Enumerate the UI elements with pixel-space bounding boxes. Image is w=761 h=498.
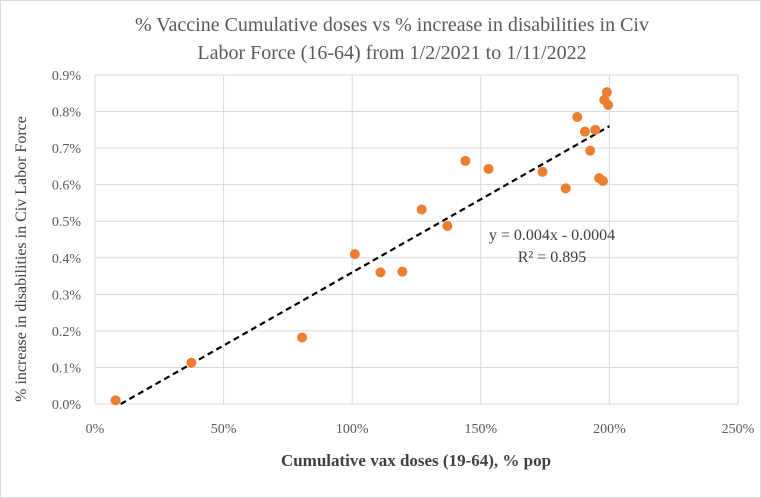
data-point — [349, 249, 360, 260]
x-tick-label: 0% — [86, 422, 105, 437]
x-tick-label: 250% — [722, 422, 755, 437]
y-tick-label: 0.0% — [52, 398, 82, 413]
x-tick-label: 100% — [336, 422, 369, 437]
y-tick-label: 0.4% — [52, 252, 82, 267]
y-tick-label: 0.6% — [52, 179, 82, 194]
data-point — [585, 145, 596, 156]
y-tick-label: 0.2% — [52, 325, 82, 340]
trendline-group — [120, 125, 610, 405]
data-point — [590, 124, 601, 135]
x-tick-label: 150% — [464, 422, 497, 437]
data-point — [601, 87, 612, 98]
chart-title-line-2: Labor Force (16-64) from 1/2/2021 to 1/1… — [197, 42, 586, 64]
data-point — [375, 267, 386, 278]
data-point — [110, 395, 121, 406]
y-tick-label: 0.3% — [52, 288, 82, 303]
data-point — [483, 163, 494, 174]
x-tick-label: 50% — [211, 422, 237, 437]
y-tick-label: 0.5% — [52, 215, 82, 230]
y-tick-label: 0.7% — [52, 142, 82, 157]
data-points — [110, 87, 614, 406]
data-point — [579, 126, 590, 137]
data-point — [460, 155, 471, 166]
trendline-r-squared: R² = 0.895 — [518, 249, 587, 266]
x-tick-label: 200% — [593, 422, 626, 437]
data-point — [597, 176, 608, 187]
y-tick-label: 0.1% — [52, 361, 82, 376]
trendline-equation: y = 0.004x - 0.0004 — [489, 227, 615, 244]
y-tick-label: 0.8% — [52, 106, 82, 121]
y-axis-ticks: 0.0% 0.1% 0.2% 0.3% 0.4% 0.5% 0.6% 0.7% 0.8% 0.9% — [52, 69, 82, 413]
data-point — [537, 166, 548, 177]
data-point — [186, 357, 197, 368]
data-point — [397, 266, 408, 277]
x-axis-ticks: 0% 50% 100% 150% 200% 250% — [86, 422, 755, 437]
data-point — [297, 332, 308, 343]
y-tick-label: 0.9% — [52, 69, 82, 84]
x-axis-label: Cumulative vax doses (19-64), % pop — [281, 451, 551, 470]
data-point — [560, 183, 571, 194]
y-axis-label: % increase in disabilities in Civ Labor … — [13, 116, 30, 402]
gridlines — [94, 74, 739, 405]
chart-title-line-1: % Vaccine Cumulative doses vs % increase… — [135, 14, 649, 36]
data-point — [416, 204, 427, 215]
data-point — [603, 99, 614, 110]
data-point — [572, 112, 583, 123]
data-point — [442, 220, 453, 231]
trendline — [120, 125, 610, 405]
